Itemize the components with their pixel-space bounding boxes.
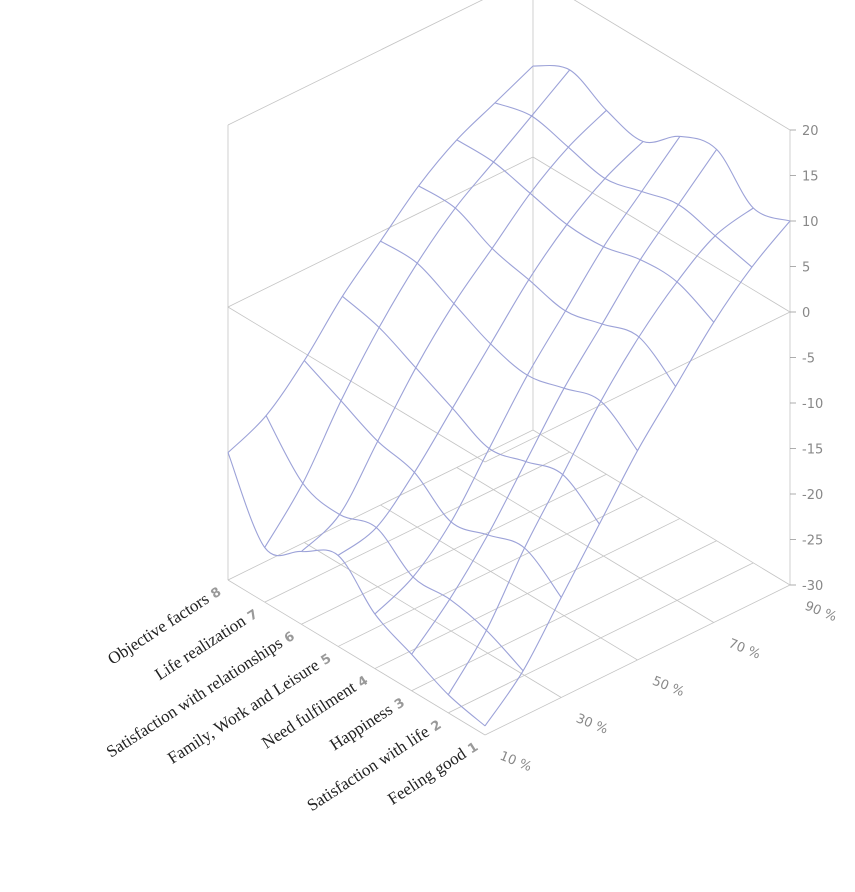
z-tick-label: -30 <box>802 579 823 594</box>
category-number: 3 <box>392 695 408 713</box>
surface-row <box>337 141 644 556</box>
floor-grid <box>456 467 714 623</box>
category-name: Satisfaction with life <box>304 722 433 815</box>
category-number: 8 <box>208 585 224 603</box>
y-tick-label: 50 % <box>650 674 686 700</box>
surface-row <box>264 69 571 548</box>
z-tick-label: 20 <box>802 124 819 139</box>
y-tick-label: 10 % <box>498 749 534 775</box>
surface-row <box>227 65 534 453</box>
z-tick-label: 0 <box>802 306 810 321</box>
floor-grid <box>304 542 562 698</box>
category-number: 6 <box>282 629 298 647</box>
category-number: 7 <box>245 607 261 625</box>
surface-column <box>494 102 753 268</box>
zero-plane <box>227 306 486 463</box>
surface-column <box>265 415 524 672</box>
z-tick-label: -5 <box>802 352 815 367</box>
surface-column <box>227 452 486 727</box>
surface-row <box>484 220 791 727</box>
z-tick-label: -25 <box>802 534 823 549</box>
y-tick-label: 30 % <box>574 711 610 737</box>
surface-column <box>456 139 715 323</box>
floor-grid <box>532 429 791 586</box>
box-edge <box>227 0 484 126</box>
surface-row <box>411 149 718 655</box>
z-tick-label: 10 <box>802 215 819 230</box>
category-number: 2 <box>429 718 445 736</box>
category-label: Objective factors8 <box>104 581 224 668</box>
surface-column <box>303 360 562 598</box>
z-tick-label: -20 <box>802 488 823 503</box>
category-number: 1 <box>465 740 481 758</box>
zero-plane <box>227 156 534 308</box>
z-tick-label: 15 <box>802 170 819 185</box>
surface-column <box>380 240 638 452</box>
surface-row <box>301 109 607 552</box>
zero-plane <box>484 311 791 463</box>
surface-column <box>418 185 677 387</box>
box-edge <box>573 0 791 131</box>
y-tick-label: 70 % <box>726 636 762 662</box>
z-tick-label: 5 <box>802 261 810 276</box>
zero-plane <box>532 156 791 313</box>
category-number: 4 <box>355 673 371 691</box>
surface-column <box>532 64 791 222</box>
surface-row <box>447 207 754 695</box>
surface-column <box>342 295 600 525</box>
category-number: 5 <box>319 651 335 669</box>
y-tick-label: 90 % <box>803 599 839 625</box>
floor-grid <box>227 579 486 736</box>
z-tick-label: -10 <box>802 397 823 412</box>
z-tick-label: -15 <box>802 443 823 458</box>
